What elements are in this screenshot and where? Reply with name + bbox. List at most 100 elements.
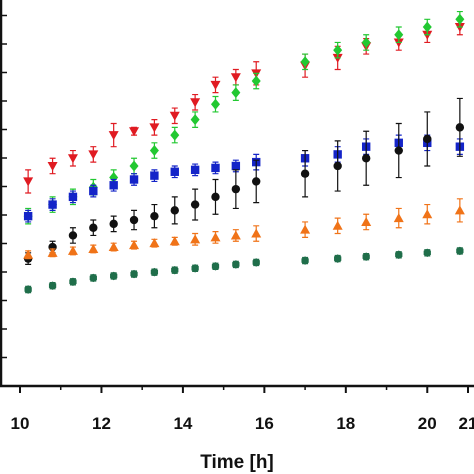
data-point <box>454 205 465 215</box>
data-point <box>23 249 34 259</box>
data-point <box>169 236 180 246</box>
data-point <box>455 13 465 25</box>
data-point <box>300 224 311 234</box>
data-point <box>190 114 200 126</box>
data-point <box>393 213 404 223</box>
series-circle <box>23 97 465 266</box>
data-point <box>211 192 220 202</box>
data-point <box>333 161 342 171</box>
data-point <box>129 160 139 172</box>
data-point <box>362 252 370 261</box>
data-point <box>190 200 200 209</box>
data-point <box>109 219 118 229</box>
data-point <box>108 131 119 141</box>
data-point <box>251 228 262 238</box>
data-point <box>211 163 220 173</box>
x-tick-label: 10 <box>11 414 30 433</box>
data-point <box>300 56 310 68</box>
data-point <box>456 246 464 256</box>
data-point <box>230 73 241 83</box>
data-point <box>169 111 180 121</box>
x-axis-ticks: 10 12 14 16 18 20 21 <box>11 386 474 433</box>
plot-area <box>23 10 465 294</box>
data-point <box>68 192 78 202</box>
data-point <box>129 215 139 225</box>
data-point <box>231 184 241 194</box>
data-point <box>67 245 78 255</box>
data-point <box>423 248 431 258</box>
x-tick-label: 14 <box>173 414 192 433</box>
data-point <box>190 234 201 244</box>
data-point <box>88 243 99 253</box>
data-point <box>23 211 33 221</box>
data-point <box>129 240 140 250</box>
data-point <box>170 129 180 141</box>
data-point <box>149 145 159 157</box>
data-point <box>332 220 343 230</box>
data-point <box>422 21 432 33</box>
series-hexagon <box>24 246 464 294</box>
data-point <box>252 177 261 186</box>
data-point <box>129 175 139 184</box>
data-point <box>230 230 241 240</box>
data-point <box>48 281 57 290</box>
data-point <box>88 150 99 160</box>
data-point <box>23 177 34 187</box>
x-tick-label: 12 <box>92 414 111 433</box>
data-point <box>89 223 98 232</box>
data-point <box>301 256 309 265</box>
data-point <box>395 250 403 259</box>
data-point <box>334 254 342 263</box>
data-point <box>67 154 78 164</box>
data-point <box>171 266 179 275</box>
data-point <box>24 285 32 294</box>
data-point <box>190 98 201 108</box>
data-point <box>150 211 159 221</box>
data-point <box>361 216 372 226</box>
data-point <box>300 169 310 178</box>
data-point <box>69 277 77 286</box>
data-point <box>150 267 159 277</box>
data-point <box>89 273 97 283</box>
data-point <box>361 36 371 48</box>
data-point <box>170 206 179 215</box>
data-point <box>129 127 140 137</box>
data-point <box>150 171 159 180</box>
data-point <box>108 242 119 252</box>
data-point <box>210 232 221 242</box>
data-point <box>210 80 221 90</box>
series-triangle-up <box>23 198 465 260</box>
x-axis-title: Time [h] <box>200 452 274 473</box>
data-point <box>170 167 179 176</box>
data-point <box>455 123 465 132</box>
data-point <box>68 231 78 240</box>
data-point <box>333 44 343 56</box>
data-point <box>191 264 199 273</box>
data-point <box>423 134 432 144</box>
data-point <box>210 98 220 110</box>
data-point <box>190 165 200 175</box>
x-tick-label: 21 <box>459 414 474 433</box>
data-point <box>422 209 433 219</box>
data-point <box>232 260 240 269</box>
data-point <box>47 247 58 257</box>
data-point <box>89 186 98 196</box>
data-point <box>231 87 241 99</box>
x-tick-label: 18 <box>336 414 355 433</box>
data-point <box>252 258 260 267</box>
data-point <box>149 238 160 248</box>
data-point <box>110 271 118 281</box>
data-point <box>149 123 160 133</box>
data-point <box>394 29 404 41</box>
data-point <box>109 172 119 184</box>
data-point <box>130 269 138 279</box>
data-point <box>109 181 118 190</box>
data-point <box>231 161 241 171</box>
data-point <box>361 154 371 163</box>
x-tick-label: 16 <box>255 414 274 433</box>
data-point <box>394 146 403 155</box>
data-point <box>211 262 220 271</box>
series-diamond <box>23 10 465 225</box>
x-tick-label: 20 <box>418 414 437 433</box>
